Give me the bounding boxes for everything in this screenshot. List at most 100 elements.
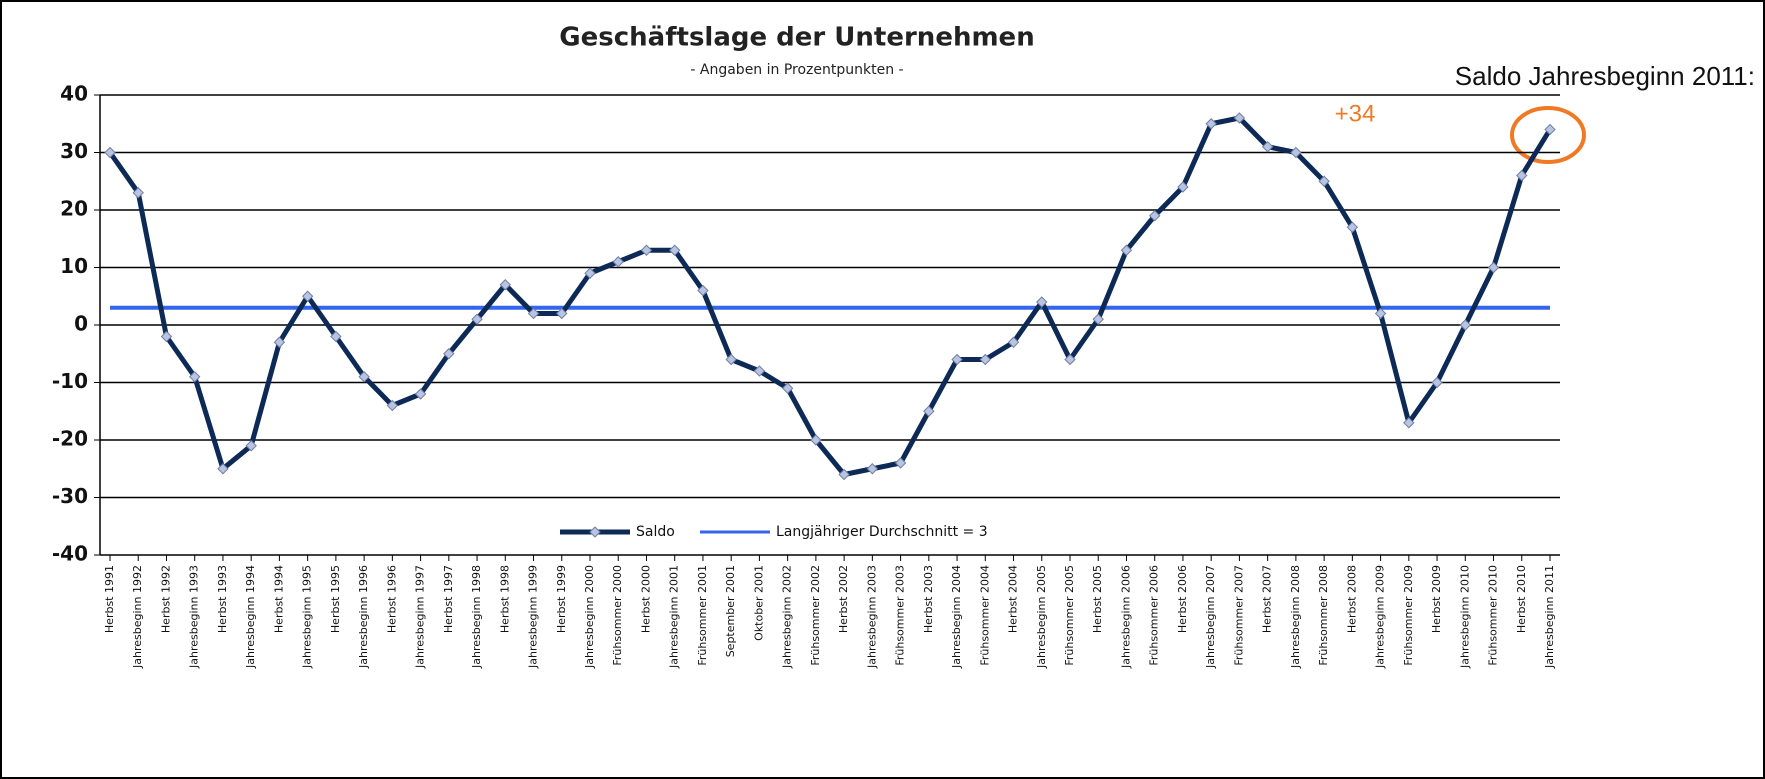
data-point: [1431, 376, 1443, 389]
data-point: [1007, 336, 1020, 348]
annotation: +34: [1335, 100, 1376, 127]
x-tick-label: Jahresbeginn 2010: [1458, 565, 1471, 669]
y-tick-label: 40: [60, 82, 88, 106]
x-tick-label: Jahresbeginn 1996: [357, 565, 370, 669]
x-tick-label: Jahresbeginn 1992: [131, 565, 144, 669]
data-point: [923, 405, 935, 417]
x-tick-label: Jahresbeginn 2002: [781, 565, 794, 669]
data-point: [1149, 210, 1161, 222]
data-point: [810, 434, 822, 446]
x-tick-label: Frühsommer 2001: [696, 565, 709, 666]
data-point: [640, 244, 653, 256]
x-tick-label: Jahresbeginn 2003: [865, 565, 878, 669]
data-point: [556, 307, 568, 320]
x-tick-label: Herbst 2003: [922, 565, 935, 633]
y-tick-label: -10: [52, 369, 88, 393]
data-point: [1516, 169, 1528, 182]
x-tick-label: Herbst 2004: [1007, 565, 1020, 633]
data-point: [1064, 353, 1076, 366]
x-tick-label: Herbst 2006: [1176, 565, 1189, 633]
x-tick-label: Jahresbeginn 2006: [1119, 565, 1132, 669]
x-tick-label: Jahresbeginn 2007: [1204, 565, 1217, 669]
x-tick-label: Frühsommer 2009: [1402, 565, 1415, 666]
data-point: [894, 457, 907, 469]
y-tick-label: -30: [52, 484, 88, 508]
x-tick-label: Jahresbeginn 1998: [470, 565, 483, 669]
data-point: [471, 313, 483, 325]
x-tick-label: Herbst 1998: [498, 565, 511, 633]
x-tick-label: Frühsommer 2006: [1148, 565, 1161, 666]
data-point: [160, 330, 173, 343]
x-tick-label: Jahresbeginn 1999: [527, 565, 540, 669]
data-point: [725, 353, 737, 366]
x-tick-label: Herbst 1992: [159, 565, 172, 633]
x-tick-label: Frühsommer 2007: [1232, 565, 1245, 666]
data-point: [1346, 221, 1359, 233]
y-tick-label: 30: [60, 139, 88, 163]
data-point: [753, 365, 766, 377]
data-point: [330, 330, 342, 343]
legend-label: Langjähriger Durchschnitt = 3: [776, 524, 988, 540]
x-tick-label: Jahresbeginn 1995: [301, 565, 314, 669]
data-point: [1459, 319, 1471, 331]
data-point: [1261, 141, 1274, 153]
data-point: [527, 307, 540, 320]
data-point: [188, 371, 201, 383]
x-tick-label: Herbst 2008: [1345, 565, 1358, 633]
data-point: [1544, 123, 1556, 136]
x-tick-label: Frühsommer 2000: [611, 565, 624, 666]
data-point: [1233, 112, 1246, 124]
series-line: [107, 115, 1553, 477]
x-tick-label: Jahresbeginn 2008: [1289, 565, 1302, 669]
x-tick-label: Herbst 2009: [1430, 565, 1443, 633]
x-tick-label: Frühsommer 2002: [809, 565, 822, 666]
data-point: [951, 353, 963, 366]
x-tick-label: Jahresbeginn 2011: [1543, 565, 1556, 669]
y-tick-label: 10: [60, 254, 88, 278]
x-tick-label: Herbst 2000: [639, 565, 652, 633]
chart-title: Geschäftslage der Unternehmen: [559, 23, 1034, 53]
data-point: [1177, 181, 1189, 193]
data-point: [1205, 118, 1217, 130]
data-point: [217, 463, 229, 475]
x-tick-label: Oktober 2001: [752, 565, 765, 641]
data-point: [979, 353, 992, 366]
data-point: [866, 463, 879, 475]
x-tick-label: Herbst 2007: [1261, 565, 1274, 633]
data-point: [838, 468, 850, 481]
chart-subtitle: - Angaben in Prozentpunkten -: [690, 62, 903, 78]
x-tick-label: Jahresbeginn 1993: [188, 565, 201, 669]
data-point: [697, 284, 709, 297]
x-tick-label: Frühsommer 2004: [978, 565, 991, 666]
data-point: [1092, 313, 1104, 325]
x-tick-label: Jahresbeginn 2009: [1374, 565, 1387, 669]
data-point: [386, 399, 399, 412]
y-tick-label: 20: [60, 197, 88, 221]
x-tick-label: Frühsommer 2005: [1063, 565, 1076, 666]
data-point: [414, 388, 427, 400]
x-tick-label: September 2001: [724, 565, 737, 657]
x-tick-label: Herbst 1999: [555, 565, 568, 633]
x-tick-label: Frühsommer 2003: [894, 565, 907, 666]
x-tick-label: Herbst 2002: [837, 565, 850, 633]
y-tick-label: -20: [52, 427, 88, 451]
y-tick-label: -40: [52, 542, 88, 566]
data-point: [781, 382, 794, 394]
data-point: [584, 267, 596, 279]
x-tick-label: Jahresbeginn 2000: [583, 565, 596, 669]
data-point: [104, 146, 116, 159]
x-tick-label: Herbst 2005: [1091, 565, 1104, 633]
highlight-circle: [1510, 106, 1586, 164]
x-tick-label: Herbst 2010: [1515, 565, 1528, 633]
y-tick-label: 0: [74, 312, 88, 336]
x-tick-label: Jahresbeginn 1997: [414, 565, 427, 669]
x-tick-label: Jahresbeginn 1994: [244, 565, 257, 669]
x-tick-label: Herbst 1995: [329, 565, 342, 633]
data-point: [1120, 244, 1133, 256]
legend-marker: [589, 526, 601, 538]
x-tick-label: Herbst 1996: [385, 565, 398, 633]
x-tick-label: Frühsommer 2010: [1487, 565, 1500, 666]
data-point: [443, 348, 455, 360]
data-point: [612, 256, 624, 268]
